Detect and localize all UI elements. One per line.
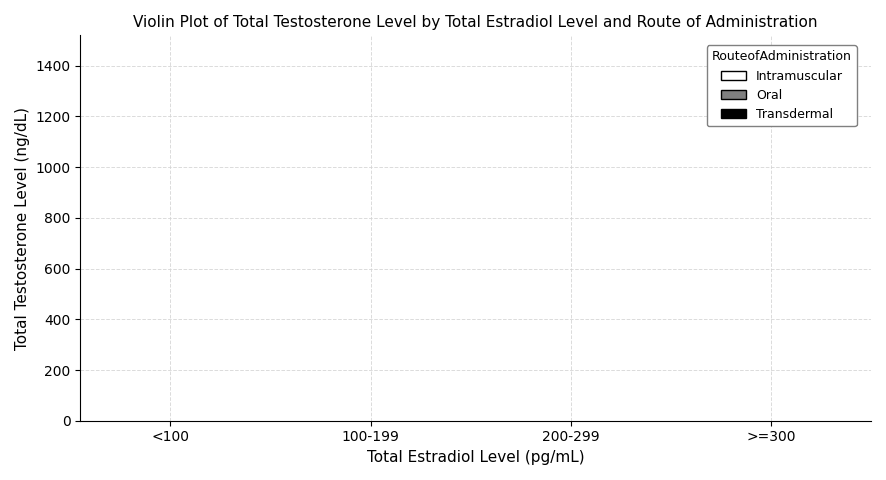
Title: Violin Plot of Total Testosterone Level by Total Estradiol Level and Route of Ad: Violin Plot of Total Testosterone Level … <box>134 15 818 30</box>
X-axis label: Total Estradiol Level (pg/mL): Total Estradiol Level (pg/mL) <box>367 450 585 465</box>
Y-axis label: Total Testosterone Level (ng/dL): Total Testosterone Level (ng/dL) <box>15 107 30 349</box>
Legend: Intramuscular, Oral, Transdermal: Intramuscular, Oral, Transdermal <box>707 46 857 126</box>
